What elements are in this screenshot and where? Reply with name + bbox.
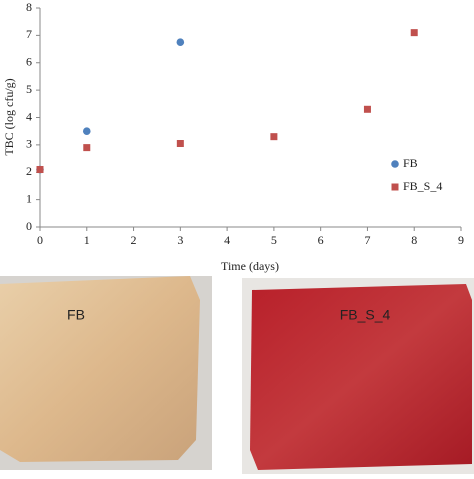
x-tick-label: 1: [84, 233, 90, 247]
legend-marker: [391, 183, 399, 191]
x-tick-label: 9: [458, 233, 464, 247]
marker: [36, 166, 44, 174]
x-tick-label: 7: [364, 233, 370, 247]
y-tick-label: 7: [26, 27, 32, 41]
x-axis-label: Time (days): [221, 259, 279, 273]
legend-label: FB: [403, 156, 418, 170]
photo-fb: FB: [0, 276, 212, 470]
marker: [176, 140, 184, 148]
y-tick-label: 6: [26, 55, 32, 69]
y-tick-label: 5: [26, 82, 32, 96]
photo-fb-s-4: FB_S_4: [242, 278, 474, 474]
y-tick-label: 4: [26, 109, 32, 123]
photo-label: FB_S_4: [340, 307, 391, 323]
x-tick-label: 6: [318, 233, 324, 247]
marker: [83, 144, 91, 152]
pouch: [250, 284, 472, 470]
legend-label: FB_S_4: [403, 179, 442, 193]
legend-marker: [391, 160, 399, 168]
y-tick-label: 8: [26, 0, 32, 14]
y-tick-label: 2: [26, 164, 32, 178]
x-tick-label: 8: [411, 233, 417, 247]
y-tick-label: 1: [26, 191, 32, 205]
marker: [176, 38, 185, 47]
marker: [270, 133, 278, 141]
y-axis-label: TBC (log cfu/g): [2, 78, 16, 155]
x-tick-label: 4: [224, 233, 230, 247]
x-tick-label: 3: [177, 233, 183, 247]
marker: [363, 105, 371, 113]
pouch: [0, 276, 200, 462]
x-tick-label: 0: [37, 233, 43, 247]
marker: [410, 29, 418, 37]
x-tick-label: 2: [131, 233, 137, 247]
y-tick-label: 0: [26, 219, 32, 233]
y-tick-label: 3: [26, 137, 32, 151]
marker: [82, 127, 91, 135]
x-tick-label: 5: [271, 233, 277, 247]
photo-label: FB: [67, 307, 85, 323]
